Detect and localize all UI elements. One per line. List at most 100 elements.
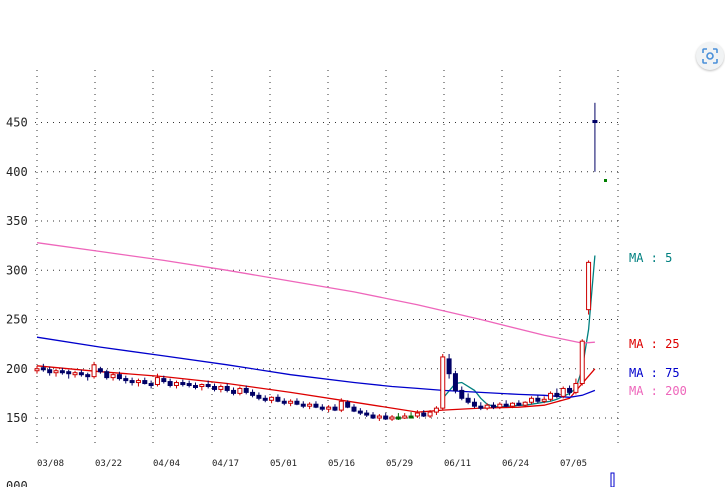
- candle-body: [573, 383, 579, 393]
- candle-body: [465, 397, 471, 403]
- candle-body: [116, 374, 122, 380]
- candle-body: [395, 416, 401, 420]
- ma-label: MA : 200: [629, 384, 687, 398]
- ma-line: [442, 255, 596, 408]
- candle-body: [478, 405, 484, 409]
- candle-body: [275, 396, 281, 402]
- candle-body: [484, 404, 490, 409]
- candle-body: [180, 382, 186, 386]
- y-tick-label: 250: [6, 313, 28, 327]
- candle-body: [313, 403, 319, 408]
- y-tick-label: 400: [6, 165, 28, 179]
- candle-body: [433, 407, 439, 413]
- lens-search-button[interactable]: [696, 42, 724, 70]
- candle-body: [586, 261, 592, 311]
- x-tick-label: 05/16: [328, 459, 355, 469]
- candle-body: [446, 358, 452, 375]
- ma-label: MA : 75: [629, 366, 680, 380]
- x-tick-label: 03/22: [95, 459, 122, 469]
- candle-body: [516, 402, 522, 406]
- candle-body: [541, 398, 547, 402]
- candle-body: [250, 391, 256, 396]
- candle-body: [47, 369, 53, 374]
- candle-body: [154, 377, 160, 386]
- candle-body: [85, 374, 91, 378]
- clipped-volume-bar: [610, 472, 615, 487]
- candle-body: [224, 385, 230, 391]
- ma-legend-labels: MA : 5 MA : 25 MA : 75 MA : 200: [629, 251, 687, 398]
- candle-body: [161, 378, 167, 383]
- candle-body: [199, 384, 205, 388]
- x-tick-label: 05/01: [270, 459, 297, 469]
- candle-body: [529, 397, 535, 403]
- candle-body: [66, 371, 72, 375]
- x-axis-ticks: 03/08 03/22 04/04 04/17 05/01 05/16 05/29 06/11…: [37, 459, 587, 469]
- ma-line: [36, 336, 596, 398]
- marker-dot: [604, 179, 607, 182]
- candle-body: [338, 400, 344, 411]
- y-tick-label: 200: [6, 362, 28, 376]
- candle-body: [281, 400, 287, 404]
- candle-body: [40, 367, 46, 371]
- candle-body: [522, 401, 528, 406]
- candle-body: [307, 403, 313, 407]
- candle-body: [173, 382, 179, 386]
- candle-body: [376, 415, 382, 419]
- candle-body: [351, 406, 357, 412]
- ma-line: [36, 242, 595, 344]
- candle-body: [212, 385, 218, 390]
- candle-body: [319, 406, 325, 410]
- candle-body: [186, 383, 192, 387]
- candle-body: [554, 392, 560, 397]
- candle-body: [567, 387, 573, 393]
- x-tick-label: 06/11: [444, 459, 471, 469]
- candle-body: [414, 412, 420, 417]
- y-tick-label: 350: [6, 214, 28, 228]
- candle-body: [110, 374, 116, 379]
- ma-label: MA : 5: [629, 251, 672, 265]
- candle-body: [370, 414, 376, 419]
- moving-average-lines: [36, 242, 596, 413]
- candle-body: [383, 415, 389, 420]
- candle-body: [326, 406, 332, 410]
- candle-body: [262, 397, 268, 401]
- candle-body: [167, 381, 173, 386]
- candle-body: [364, 412, 370, 416]
- candle-body: [497, 403, 503, 408]
- lens-icon: [702, 48, 718, 64]
- x-tick-label: 06/24: [502, 459, 529, 469]
- x-tick-label: 04/04: [153, 459, 180, 469]
- candle-body: [256, 394, 262, 399]
- candle-body: [231, 389, 237, 394]
- ma-label: MA : 25: [629, 337, 680, 351]
- candle-body: [548, 392, 554, 400]
- y-tick-label: 150: [6, 411, 28, 425]
- candle-body: [592, 120, 598, 124]
- candle-body: [237, 387, 243, 394]
- candle-body: [294, 400, 300, 405]
- candle-body: [579, 340, 585, 385]
- candle-body: [142, 380, 148, 385]
- candle-body: [560, 387, 566, 397]
- candle-body: [205, 384, 211, 388]
- candle-body: [357, 410, 363, 414]
- x-tick-label: 05/29: [386, 459, 413, 469]
- candle-body: [123, 378, 129, 382]
- candle-body: [288, 400, 294, 404]
- candle-body: [503, 403, 509, 407]
- candle-body: [97, 368, 103, 373]
- candle-body: [91, 364, 97, 378]
- candle-body: [300, 403, 306, 407]
- candle-body: [440, 356, 446, 409]
- candle-body: [452, 373, 458, 391]
- y-tick-label: 300: [6, 263, 28, 277]
- candle-body: [402, 415, 408, 419]
- candle-body: [104, 371, 110, 379]
- y-tick-label: 000: [6, 479, 28, 487]
- candle-body: [218, 385, 224, 390]
- x-tick-label: 03/08: [37, 459, 64, 469]
- candle-body: [59, 370, 65, 374]
- x-tick-label: 04/17: [212, 459, 239, 469]
- candle-body: [72, 372, 78, 376]
